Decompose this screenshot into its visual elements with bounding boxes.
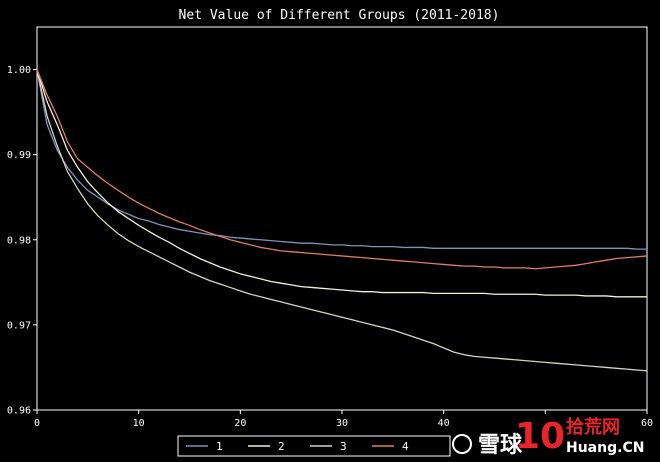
watermark: 雪球 10 拾荒网 Huang.CN (452, 416, 644, 458)
series-line-3 (36, 69, 648, 372)
watermark-text-d: Huang.CN (566, 440, 644, 456)
x-tick-label: 20 (234, 418, 246, 429)
watermark-logo-icon (452, 434, 472, 454)
legend-label: 3 (340, 440, 347, 453)
y-tick-label: 0.96 (7, 406, 31, 417)
y-tick-label: 0.99 (7, 150, 31, 161)
series-lines (36, 69, 648, 372)
y-axis: 0.96 0.97 0.98 0.99 1.00 (7, 65, 37, 417)
watermark-text-a: 雪球 (478, 433, 523, 458)
y-tick-label: 1.00 (7, 65, 31, 76)
chart-title: Net Value of Different Groups (2011-2018… (179, 8, 500, 23)
x-tick-label: 30 (336, 418, 348, 429)
legend-label: 4 (402, 440, 409, 453)
series-line-1 (36, 69, 647, 250)
x-tick-label: 0 (34, 418, 40, 429)
watermark-text-c: 拾荒网 (566, 416, 620, 438)
series-line-2 (36, 69, 647, 298)
y-tick-label: 0.97 (7, 320, 31, 331)
x-axis: 0 10 20 30 40 60 (34, 410, 653, 429)
series-line-4 (36, 69, 648, 270)
watermark-text-b: 10 (515, 416, 565, 457)
legend: 1 2 3 4 (177, 435, 451, 457)
y-tick-label: 0.98 (7, 235, 31, 246)
legend-label: 2 (278, 440, 285, 453)
x-tick-label: 40 (438, 418, 450, 429)
x-tick-label: 10 (133, 418, 145, 429)
legend-label: 1 (216, 440, 223, 453)
x-tick-label: 60 (641, 418, 653, 429)
